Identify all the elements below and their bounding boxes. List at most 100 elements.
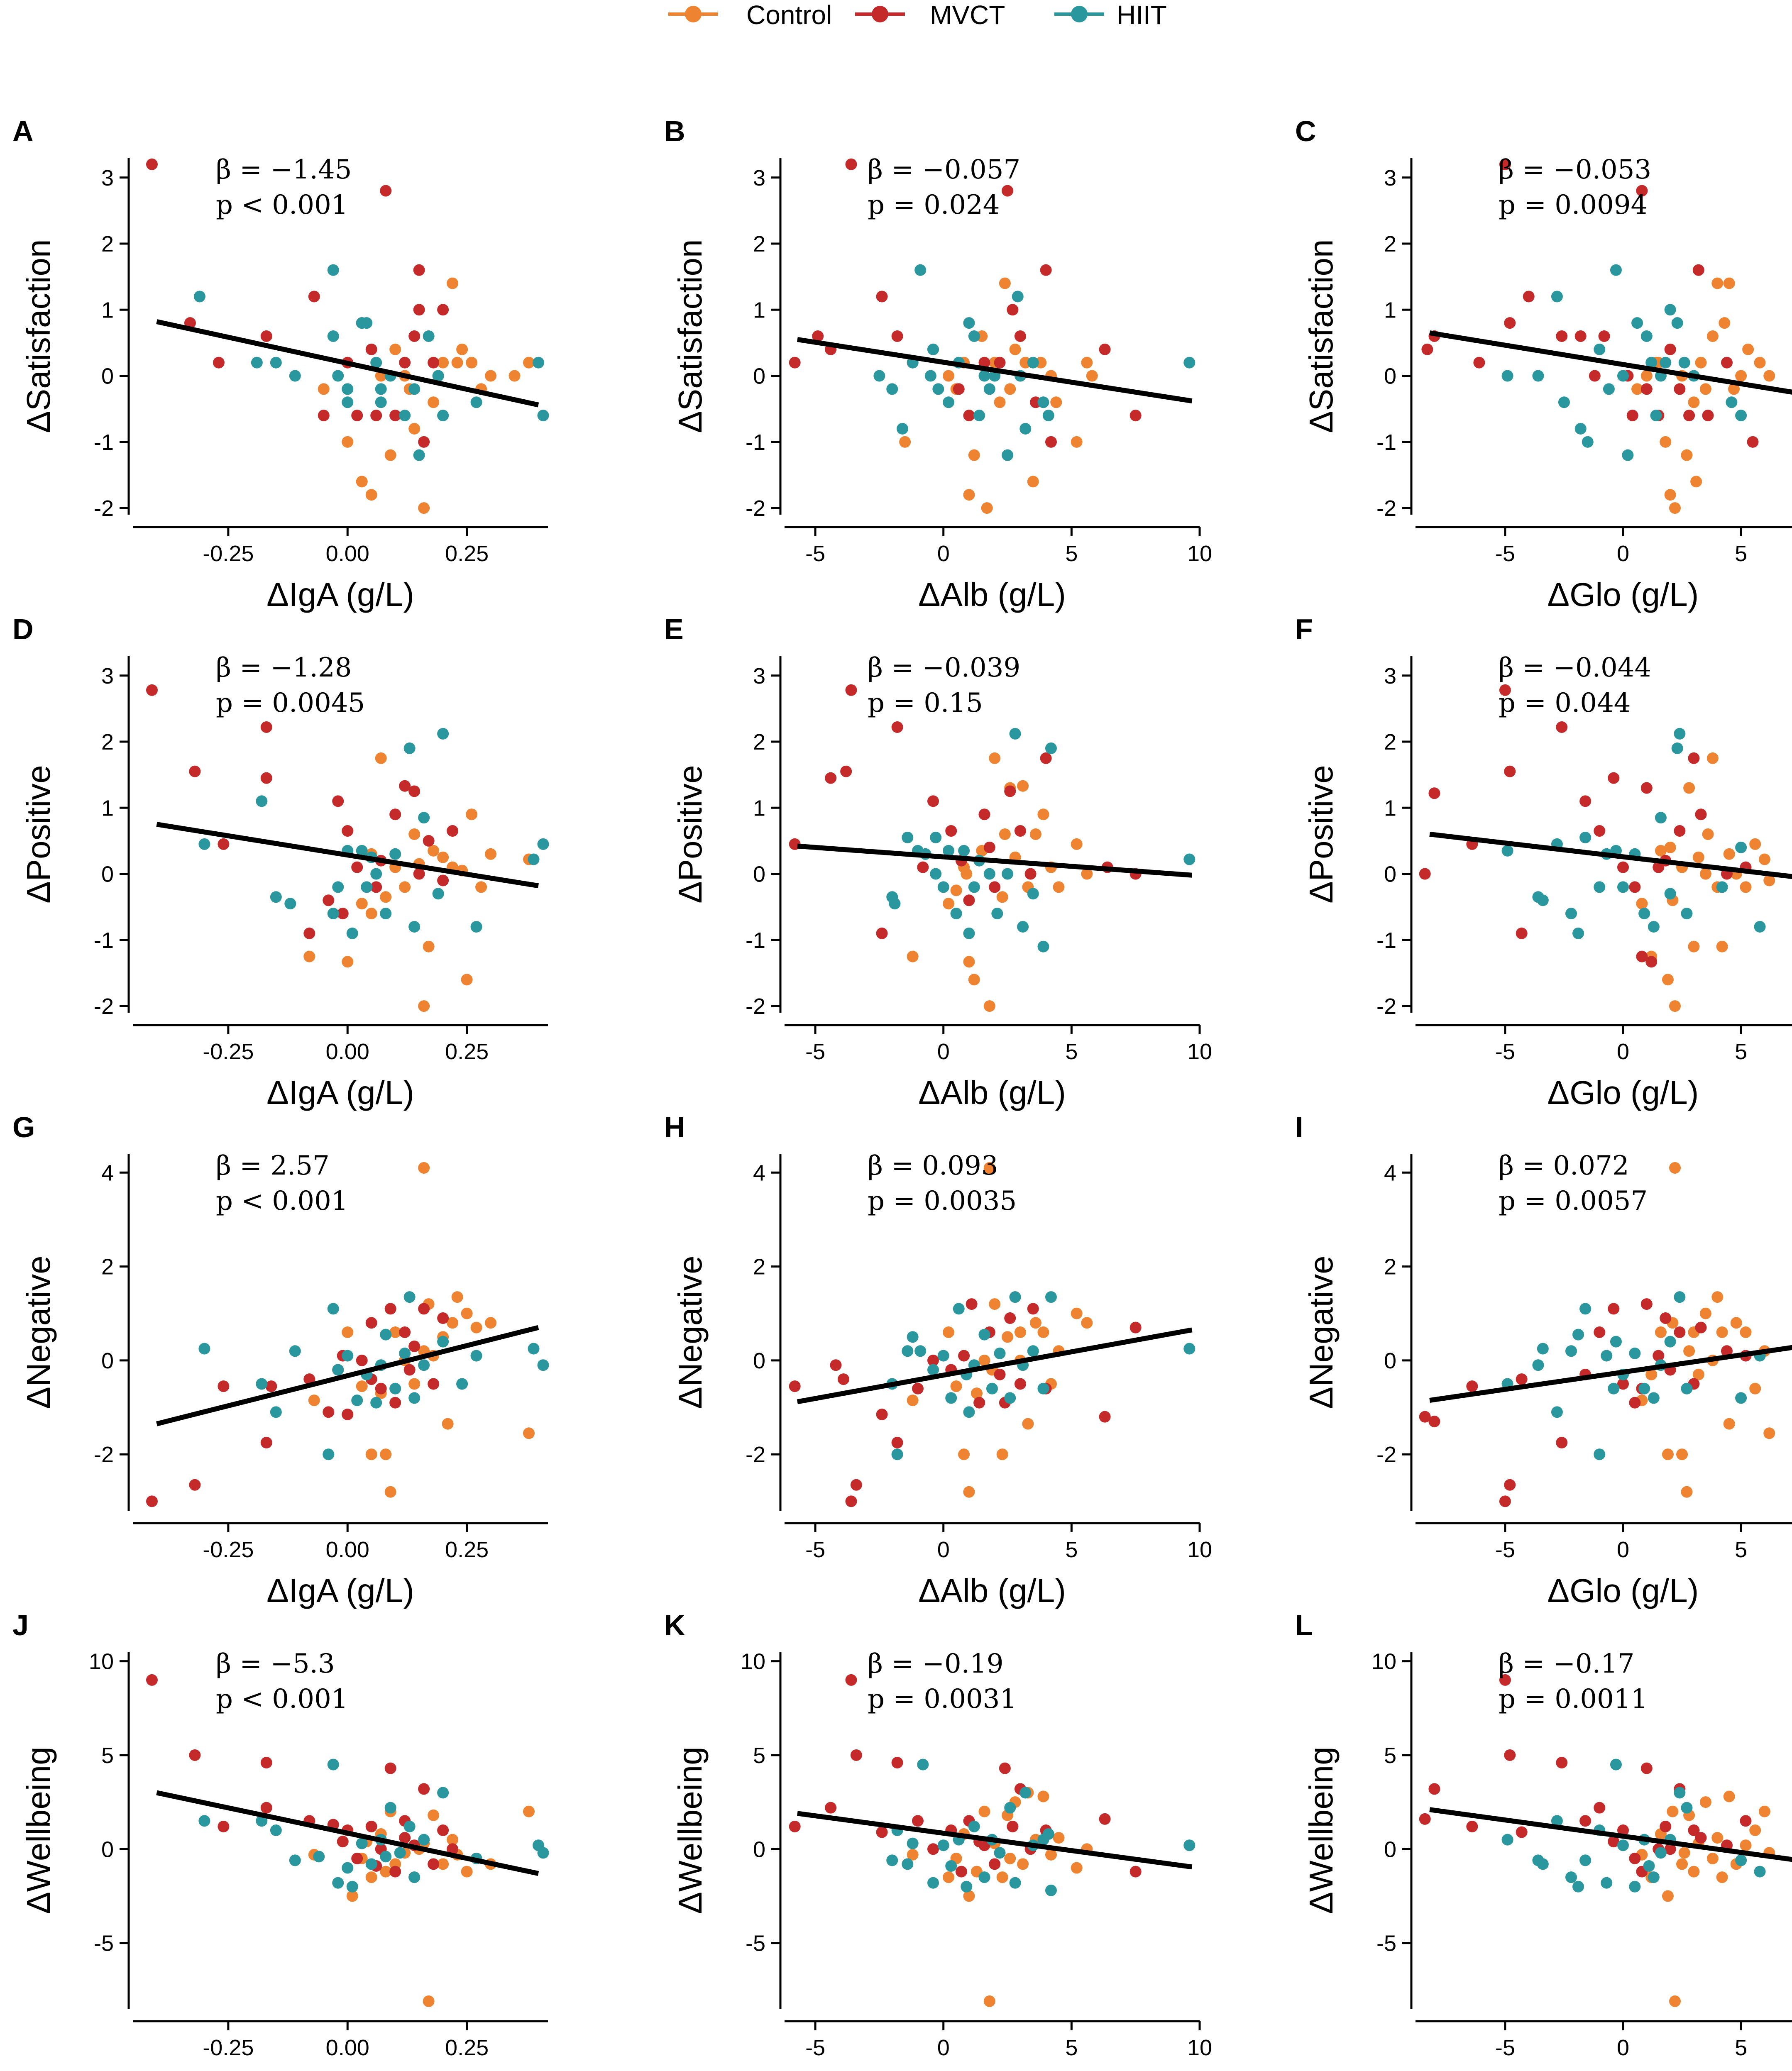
x-axis-title-c: ΔGlo (g/L) <box>1548 576 1699 613</box>
point-control <box>1640 370 1653 382</box>
point-mvct <box>1695 1321 1707 1333</box>
point-mvct <box>1516 927 1528 939</box>
point-hiit <box>342 383 354 395</box>
x-tick-label-j: 0.25 <box>445 2035 489 2060</box>
point-hiit <box>380 1329 392 1341</box>
point-hiit <box>1183 853 1195 865</box>
point-hiit <box>1572 1881 1584 1893</box>
x-tick-label-i: 0 <box>1617 1537 1629 1562</box>
point-control <box>1004 383 1016 395</box>
point-hiit <box>886 383 898 395</box>
point-mvct <box>958 1350 970 1362</box>
point-hiit <box>380 1851 392 1863</box>
point-hiit <box>413 449 425 461</box>
point-control <box>1631 383 1643 395</box>
point-control <box>380 1866 392 1878</box>
point-hiit <box>1655 812 1667 824</box>
point-hiit <box>1019 1787 1032 1799</box>
point-mvct <box>1014 825 1026 837</box>
x-tick-label-j: -0.25 <box>203 2035 254 2060</box>
point-hiit <box>198 1815 210 1827</box>
point-control <box>437 357 449 369</box>
point-control <box>384 1486 396 1498</box>
panel-letter-b: B <box>664 115 685 147</box>
point-hiit <box>1582 436 1594 448</box>
beta-annotation-b: β = −0.057 <box>868 154 1020 185</box>
point-mvct <box>789 357 801 369</box>
point-mvct <box>927 1354 939 1366</box>
point-control <box>1730 1317 1742 1329</box>
point-mvct <box>973 1397 985 1409</box>
point-hiit <box>1558 396 1570 408</box>
point-hiit <box>1681 1802 1693 1814</box>
point-hiit <box>418 1359 430 1371</box>
point-hiit <box>902 831 914 843</box>
point-hiit <box>403 1820 416 1832</box>
point-mvct <box>332 795 344 807</box>
point-hiit <box>375 396 387 408</box>
point-hiit <box>270 891 282 903</box>
point-control <box>1676 1448 1688 1460</box>
point-control <box>943 1871 955 1883</box>
point-hiit <box>528 853 540 865</box>
point-hiit <box>1754 921 1766 933</box>
x-tick-label-c: 0 <box>1617 541 1629 566</box>
point-hiit <box>198 838 210 850</box>
x-tick-label-l: 0 <box>1617 2035 1629 2060</box>
point-control <box>1716 1326 1728 1338</box>
point-hiit <box>950 908 962 920</box>
point-mvct <box>840 765 852 777</box>
point-hiit <box>370 868 382 880</box>
point-mvct <box>1473 357 1485 369</box>
point-control <box>365 489 377 501</box>
point-control <box>384 449 396 461</box>
point-mvct <box>825 1802 837 1814</box>
point-hiit <box>961 1881 973 1893</box>
point-hiit <box>1594 881 1606 893</box>
point-control <box>978 1354 990 1366</box>
x-tick-label-i: 5 <box>1735 1537 1747 1562</box>
point-control <box>999 277 1011 289</box>
point-mvct <box>1504 1479 1516 1491</box>
point-hiit <box>370 1397 382 1409</box>
point-mvct <box>389 808 401 821</box>
y-tick-label-l: 10 <box>1372 1649 1396 1674</box>
point-hiit <box>437 728 449 740</box>
p-value-annotation-d: p = 0.0045 <box>216 688 365 718</box>
y-tick-label-c: 0 <box>1384 364 1396 389</box>
point-mvct <box>146 158 158 170</box>
y-tick-label-d: 0 <box>101 862 114 887</box>
point-control <box>1692 1368 1704 1380</box>
point-hiit <box>945 1392 957 1404</box>
point-control <box>418 502 430 514</box>
x-tick-label-a: 0.25 <box>445 541 489 566</box>
point-mvct <box>1695 1832 1707 1844</box>
point-hiit <box>889 898 901 910</box>
point-control <box>1017 1858 1029 1870</box>
point-mvct <box>218 1380 230 1392</box>
point-hiit <box>198 1343 210 1355</box>
point-hiit <box>342 1862 354 1874</box>
point-control <box>989 1298 1001 1310</box>
point-control <box>983 1995 995 2007</box>
x-axis-title-i: ΔGlo (g/L) <box>1548 1572 1699 1609</box>
y-tick-label-d: 3 <box>101 664 114 689</box>
point-mvct <box>912 1815 924 1827</box>
point-mvct <box>260 721 272 733</box>
point-mvct <box>917 861 929 873</box>
point-mvct <box>1702 410 1714 422</box>
point-mvct <box>189 1479 201 1491</box>
point-mvct <box>260 1436 272 1448</box>
panel-f: F -5 0 5 -2 -1 0 1 2 3 ΔGlo (g/L) ΔPositive β = −0.0… <box>1295 613 1792 1111</box>
point-mvct <box>1499 158 1511 170</box>
point-control <box>1014 1326 1026 1338</box>
point-mvct <box>213 357 225 369</box>
point-mvct <box>1664 343 1676 355</box>
point-hiit <box>1681 908 1693 920</box>
point-control <box>1740 1326 1752 1338</box>
point-hiit <box>968 881 980 893</box>
x-tick-label-h: 5 <box>1065 1537 1078 1562</box>
x-tick-label-k: 0 <box>937 2035 950 2060</box>
point-hiit <box>1551 291 1563 303</box>
